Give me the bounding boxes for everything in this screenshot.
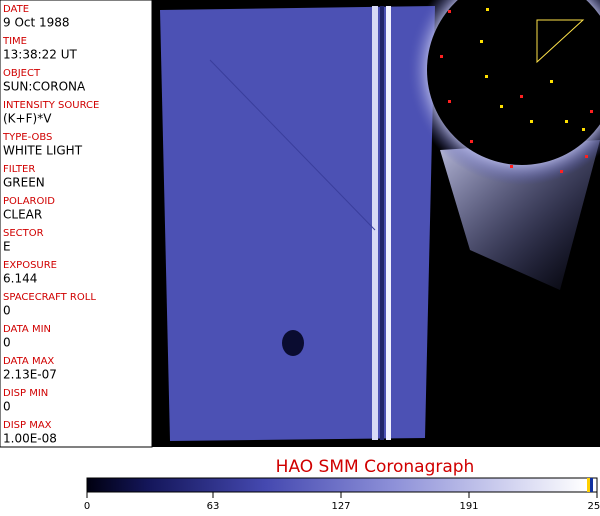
colorbar-tick-label: 191 [459, 501, 478, 512]
field-label: DATE [3, 4, 29, 15]
field-label: INTENSITY SOURCE [3, 100, 99, 111]
field-label: SECTOR [3, 228, 44, 239]
coronagraph-image [160, 6, 435, 441]
colorbar-flag [590, 478, 593, 492]
pylon [380, 6, 384, 440]
field-value: CLEAR [3, 208, 42, 222]
field-value: (K+F)*V [3, 112, 52, 126]
field-label: FILTER [3, 164, 35, 175]
field-value: 6.144 [3, 272, 37, 286]
field-value: SUN:CORONA [3, 80, 86, 94]
field-label: TYPE-OBS [2, 132, 52, 143]
field-value: 2.13E-07 [3, 368, 57, 382]
field-label: SPACECRAFT ROLL [3, 292, 96, 303]
dust-spot [282, 330, 304, 356]
field-label: OBJECT [3, 68, 41, 79]
colorbar-flag [587, 478, 590, 492]
field-label: DATA MIN [3, 324, 51, 335]
field-label: TIME [2, 36, 27, 47]
field-label: POLAROID [3, 196, 55, 207]
field-value: 0 [3, 400, 11, 414]
occulter [427, 0, 600, 165]
grid-dots [480, 8, 585, 131]
pylon-edge [372, 6, 378, 440]
field-value: E [3, 240, 11, 254]
field-label: DISP MIN [3, 388, 48, 399]
info-panel [0, 0, 153, 448]
field-value: 0 [3, 336, 11, 350]
field-value: GREEN [3, 176, 45, 190]
field-value: 13:38:22 UT [3, 48, 77, 62]
colorbar-tick-label: 255 [587, 501, 600, 512]
field-label: DATA MAX [3, 356, 54, 367]
image-title: HAO SMM Coronagraph [276, 457, 475, 477]
field-value: 9 Oct 1988 [3, 16, 70, 30]
colorbar-tick-label: 0 [84, 501, 90, 512]
field-label: DISP MAX [3, 420, 52, 431]
orientation-marker [536, 19, 585, 64]
colorbar [86, 477, 598, 493]
colorbar-tick-label: 127 [331, 501, 350, 512]
scratch [209, 59, 376, 231]
field-value: WHITE LIGHT [3, 144, 83, 158]
field-value: 1.00E-08 [3, 432, 57, 446]
colorbar-tick-label: 63 [207, 501, 220, 512]
field-label: EXPOSURE [3, 260, 57, 271]
grid-dots [440, 10, 593, 173]
field-value: 0 [3, 304, 11, 318]
pylon-edge [386, 6, 391, 440]
